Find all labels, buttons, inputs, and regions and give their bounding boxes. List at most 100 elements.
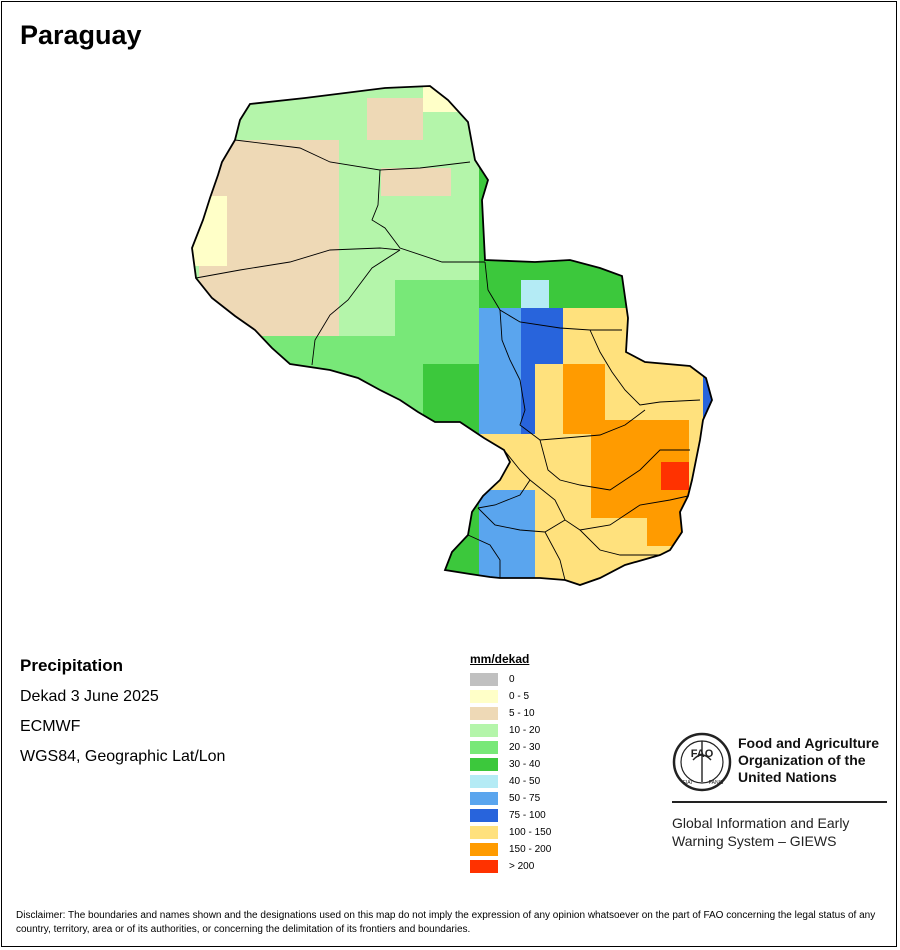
grid-cell (549, 168, 563, 182)
grid-cell (661, 350, 675, 364)
grid-cell (437, 294, 451, 308)
grid-cell (633, 364, 647, 378)
grid-cell (633, 238, 647, 252)
grid-cell (493, 336, 507, 350)
grid-cell (255, 98, 269, 112)
grid-cell (521, 518, 535, 532)
legend-swatch (470, 843, 498, 856)
grid-cell (549, 86, 563, 98)
grid-cell (465, 308, 479, 322)
legend-label: 150 - 200 (509, 844, 552, 855)
grid-cell (605, 448, 619, 462)
grid-cell (381, 378, 395, 392)
grid-cell (605, 224, 619, 238)
grid-cell (213, 98, 227, 112)
grid-cell (353, 140, 367, 154)
grid-cell (437, 378, 451, 392)
grid-cell (577, 98, 591, 112)
grid-cell (521, 140, 535, 154)
grid-cell (703, 238, 712, 252)
grid-cell (381, 364, 395, 378)
grid-cell (199, 350, 213, 364)
grid-cell (311, 168, 325, 182)
grid-cell (577, 448, 591, 462)
grid-cell (255, 560, 269, 574)
grid-cell (325, 196, 339, 210)
grid-cell (689, 252, 703, 266)
grid-cell (479, 154, 493, 168)
grid-cell (507, 588, 521, 602)
grid-cell (479, 518, 493, 532)
grid-cell (647, 294, 661, 308)
grid-cell (437, 238, 451, 252)
grid-cell (297, 294, 311, 308)
grid-cell (535, 420, 549, 434)
grid-cell (339, 588, 353, 602)
grid-cell (549, 490, 563, 504)
grid-cell (367, 210, 381, 224)
grid-cell (311, 336, 325, 350)
map-title: Paraguay (20, 20, 142, 50)
grid-cell (311, 140, 325, 154)
grid-cell (423, 490, 437, 504)
grid-cell (675, 98, 689, 112)
grid-cell (563, 532, 577, 546)
grid-cell (661, 518, 675, 532)
grid-cell (619, 504, 633, 518)
grid-cell (633, 126, 647, 140)
grid-cell (465, 154, 479, 168)
grid-cell (283, 98, 297, 112)
grid-cell (577, 322, 591, 336)
grid-cell (199, 462, 213, 476)
boundary-boqueron-alto-paraguay (234, 139, 485, 263)
info-model: ECMWF (20, 718, 81, 735)
grid-cell (703, 86, 712, 98)
grid-cell (227, 350, 241, 364)
precipitation-map (191, 85, 713, 602)
grid-cell (549, 196, 563, 210)
grid-cell (451, 588, 465, 602)
grid-cell (199, 252, 213, 266)
grid-cell (241, 112, 255, 126)
grid-cell (703, 98, 712, 112)
grid-cell (339, 196, 353, 210)
grid-cell (325, 378, 339, 392)
grid-cell (451, 238, 465, 252)
grid-cell (241, 406, 255, 420)
grid-cell (647, 406, 661, 420)
grid-cell (689, 224, 703, 238)
grid-cell (283, 462, 297, 476)
grid-cell (703, 462, 712, 476)
grid-cell (577, 266, 591, 280)
grid-cell (192, 86, 199, 98)
grid-cell (325, 112, 339, 126)
grid-cell (493, 98, 507, 112)
grid-cell (563, 588, 577, 602)
grid-cell (283, 588, 297, 602)
grid-cell (451, 280, 465, 294)
grid-cell (325, 462, 339, 476)
grid-cell (192, 378, 199, 392)
grid-cell (647, 588, 661, 602)
grid-cell (367, 86, 381, 98)
grid-cell (297, 252, 311, 266)
grid-cell (521, 196, 535, 210)
grid-cell (647, 168, 661, 182)
legend-row: 50 - 75 (470, 790, 551, 807)
grid-cell (591, 252, 605, 266)
grid-cell (283, 350, 297, 364)
grid-cell (199, 112, 213, 126)
grid-cell (423, 574, 437, 585)
grid-cell (409, 280, 423, 294)
grid-cell (563, 308, 577, 322)
grid-cell (409, 168, 423, 182)
grid-cell (297, 420, 311, 434)
grid-cell (311, 490, 325, 504)
grid-cell (563, 392, 577, 406)
grid-cell (255, 140, 269, 154)
grid-cell (535, 112, 549, 126)
grid-cell (633, 308, 647, 322)
grid-cell (227, 560, 241, 574)
grid-cell (661, 168, 675, 182)
grid-cell (283, 560, 297, 574)
